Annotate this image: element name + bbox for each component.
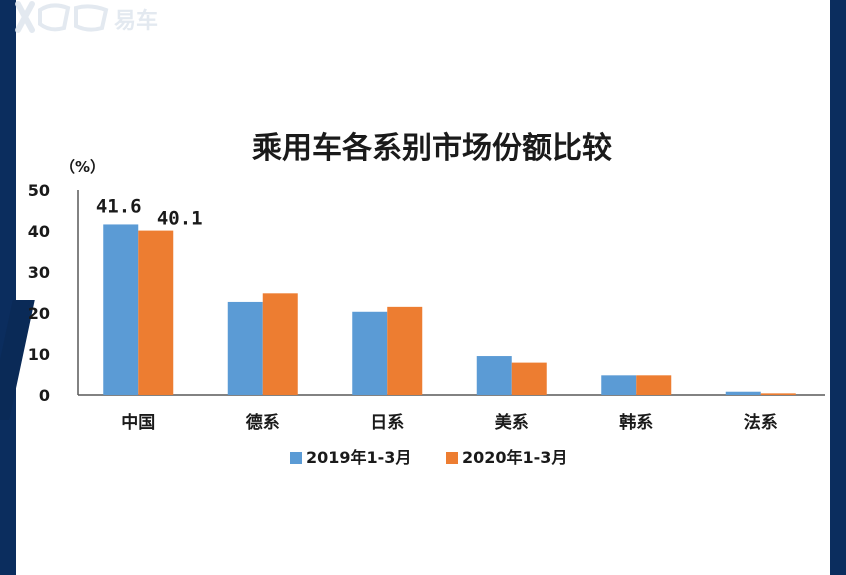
x-axis-labels: 中国 德系 日系 美系 韩系 法系 (121, 412, 778, 433)
legend-swatch-2019 (290, 452, 302, 464)
x-category-label: 法系 (744, 412, 778, 433)
legend-label-2020: 2020年1-3月 (462, 448, 567, 467)
bar-2020-4 (636, 375, 672, 395)
y-tick-label: 10 (28, 345, 50, 364)
legend-swatch-2020 (446, 452, 458, 464)
y-tick-label: 20 (28, 304, 50, 323)
bar-2019-1 (227, 301, 263, 395)
data-label: 41.6 (96, 195, 142, 217)
right-background (830, 0, 846, 575)
bar-2019-3 (476, 356, 512, 395)
bar-2019-2 (352, 311, 388, 395)
x-category-label: 美系 (495, 412, 529, 433)
bar-2019-5 (725, 391, 761, 395)
y-tick-label: 40 (28, 222, 50, 241)
y-tick-label: 0 (39, 386, 50, 405)
left-background (0, 0, 16, 575)
bar-2020-5 (760, 393, 796, 395)
x-category-label: 日系 (370, 413, 404, 433)
bar-2020-3 (511, 362, 547, 395)
y-unit-label: （%） (60, 158, 105, 176)
bar-2020-2 (387, 306, 423, 395)
x-category-label: 中国 (121, 412, 155, 433)
bars-group (103, 224, 796, 395)
legend-label-2019: 2019年1-3月 (306, 448, 411, 467)
y-tick-label: 50 (28, 181, 50, 200)
data-labels-group: 41.6 40.1 (96, 195, 203, 229)
y-axis-ticks: 0 10 20 30 40 50 (28, 181, 50, 405)
chart-title: 乘用车各系别市场份额比较 (252, 131, 612, 166)
watermark-logo: 易车 (10, 0, 190, 40)
watermark-text: 易车 (114, 8, 158, 34)
y-tick-label: 30 (28, 263, 50, 282)
bar-2020-1 (262, 293, 298, 395)
x-category-label: 德系 (246, 412, 280, 433)
legend: 2019年1-3月 2020年1-3月 (290, 448, 567, 467)
bar-2020-0 (138, 230, 174, 395)
data-label: 40.1 (157, 208, 203, 230)
bar-2019-0 (103, 224, 139, 395)
bar-2019-4 (601, 375, 637, 395)
x-category-label: 韩系 (619, 412, 653, 433)
